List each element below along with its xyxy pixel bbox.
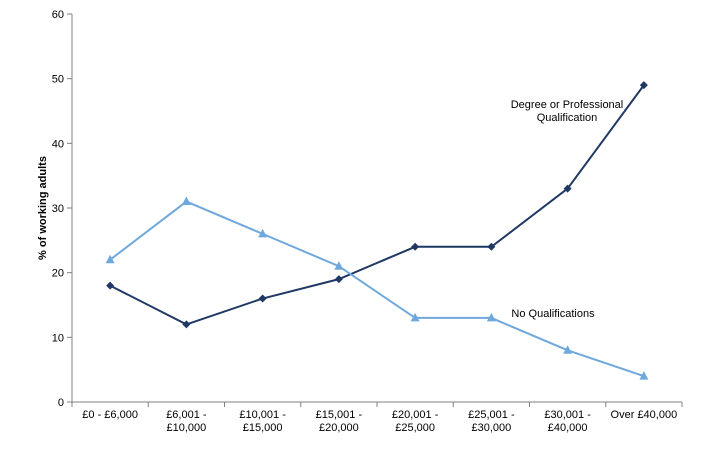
data-point-diamond bbox=[639, 81, 648, 90]
x-tick-label: £15,001 -£20,000 bbox=[316, 409, 363, 434]
x-tick-label-line: £40,000 bbox=[548, 422, 588, 434]
data-point-triangle bbox=[181, 196, 191, 206]
x-tick-label: £6,001 -£10,000 bbox=[166, 409, 207, 434]
y-tick-label: 30 bbox=[52, 203, 64, 215]
series-label-line: No Qualifications bbox=[511, 308, 595, 320]
data-point-diamond bbox=[563, 184, 572, 193]
x-axis-ticks: £0 - £6,000 £6,001 -£10,000£10,001 -£15,0… bbox=[71, 402, 683, 434]
data-point-diamond bbox=[411, 242, 420, 251]
data-point-diamond bbox=[334, 275, 343, 284]
series-group bbox=[105, 81, 649, 380]
series-label: No Qualifications bbox=[511, 308, 595, 320]
data-point-triangle bbox=[410, 312, 420, 322]
x-tick-label-line: £0 - £6,000 bbox=[82, 409, 138, 421]
x-tick-label-line: £30,001 - bbox=[544, 409, 591, 421]
y-tick-label: 60 bbox=[52, 9, 64, 21]
series-no-qualifications bbox=[105, 196, 649, 380]
y-tick-label: 10 bbox=[52, 332, 64, 344]
y-tick-label: 40 bbox=[52, 138, 64, 150]
series-line bbox=[109, 200, 645, 378]
x-tick-label-line: £20,001 - bbox=[392, 409, 439, 421]
x-tick-label-line: £25,000 bbox=[395, 422, 435, 434]
series-line bbox=[109, 84, 645, 326]
x-tick-label-line: £10,000 bbox=[166, 422, 206, 434]
data-point-triangle bbox=[105, 254, 115, 264]
y-axis-ticks: 0 10 20 30 40 50 60 bbox=[52, 9, 72, 409]
series-label-line: Degree or Professional bbox=[511, 99, 624, 111]
y-tick-label: 50 bbox=[52, 74, 64, 86]
series-label-line: Qualification bbox=[537, 112, 598, 124]
y-tick-label: 0 bbox=[58, 397, 64, 409]
series-label: Degree or Professional Qualification bbox=[511, 99, 624, 124]
data-point-diamond bbox=[258, 294, 267, 303]
x-tick-label: £0 - £6,000 bbox=[82, 409, 138, 421]
data-point-triangle bbox=[486, 312, 496, 322]
x-tick-label-line: £15,001 - bbox=[316, 409, 363, 421]
y-axis-title: % of working adults bbox=[37, 156, 49, 260]
x-tick-label-line: £30,000 bbox=[471, 422, 511, 434]
data-point-triangle bbox=[563, 345, 573, 354]
x-tick-label: £10,001 -£15,000 bbox=[239, 409, 286, 434]
x-tick-label-line: £25,001 - bbox=[468, 409, 515, 421]
x-tick-label: £30,001 -£40,000 bbox=[544, 409, 591, 434]
x-tick-label: Over £40,000 bbox=[611, 409, 678, 421]
x-tick-label-line: £6,001 - bbox=[166, 409, 207, 421]
y-tick-label: 20 bbox=[52, 268, 64, 280]
data-point-triangle bbox=[639, 371, 649, 380]
data-point-diamond bbox=[487, 242, 496, 251]
data-point-triangle bbox=[258, 228, 268, 238]
x-tick-label: £25,001 -£30,000 bbox=[468, 409, 515, 434]
data-point-triangle bbox=[334, 261, 344, 270]
data-point-diamond bbox=[106, 281, 115, 290]
x-tick-label-line: £10,001 - bbox=[239, 409, 286, 421]
series-degree bbox=[106, 81, 648, 329]
series-labels: Degree or Professional Qualification No Qu… bbox=[511, 99, 624, 320]
x-tick-label-line: £20,000 bbox=[319, 422, 359, 434]
x-tick-label-line: Over £40,000 bbox=[611, 409, 678, 421]
x-tick-label-line: £15,000 bbox=[243, 422, 283, 434]
x-tick-label: £20,001 -£25,000 bbox=[392, 409, 439, 434]
axes bbox=[71, 14, 682, 403]
data-point-diamond bbox=[182, 320, 191, 329]
